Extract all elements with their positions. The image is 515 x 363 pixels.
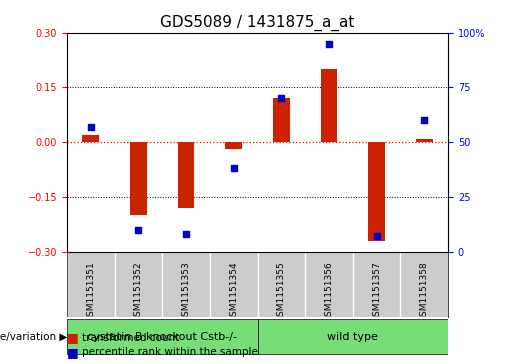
- Text: GSM1151353: GSM1151353: [182, 262, 191, 322]
- Point: [134, 227, 143, 233]
- Point: [372, 233, 381, 239]
- FancyBboxPatch shape: [67, 319, 258, 354]
- Point: [420, 117, 428, 123]
- Text: genotype/variation ▶: genotype/variation ▶: [0, 331, 67, 342]
- FancyBboxPatch shape: [258, 319, 448, 354]
- Text: GSM1151356: GSM1151356: [324, 262, 333, 322]
- Text: ■: ■: [67, 346, 79, 359]
- Bar: [82, 135, 99, 142]
- Text: GSM1151351: GSM1151351: [87, 262, 95, 322]
- Text: wild type: wild type: [328, 331, 378, 342]
- Bar: [226, 142, 242, 150]
- Text: GSM1151355: GSM1151355: [277, 262, 286, 322]
- Text: GSM1151357: GSM1151357: [372, 262, 381, 322]
- Text: percentile rank within the sample: percentile rank within the sample: [82, 347, 259, 357]
- Title: GDS5089 / 1431875_a_at: GDS5089 / 1431875_a_at: [160, 15, 355, 31]
- Text: ■: ■: [67, 331, 79, 344]
- Bar: [368, 142, 385, 241]
- Text: GSM1151354: GSM1151354: [229, 262, 238, 322]
- Point: [325, 41, 333, 46]
- Bar: [416, 139, 433, 142]
- Point: [87, 124, 95, 130]
- Point: [182, 231, 190, 237]
- Text: cystatin B knockout Cstb-/-: cystatin B knockout Cstb-/-: [87, 331, 237, 342]
- Point: [230, 166, 238, 171]
- Bar: [273, 98, 289, 142]
- Bar: [321, 69, 337, 142]
- Text: GSM1151352: GSM1151352: [134, 262, 143, 322]
- Bar: [130, 142, 147, 215]
- Text: transformed count: transformed count: [82, 333, 180, 343]
- Point: [277, 95, 285, 101]
- Bar: [178, 142, 194, 208]
- Text: GSM1151358: GSM1151358: [420, 262, 428, 322]
